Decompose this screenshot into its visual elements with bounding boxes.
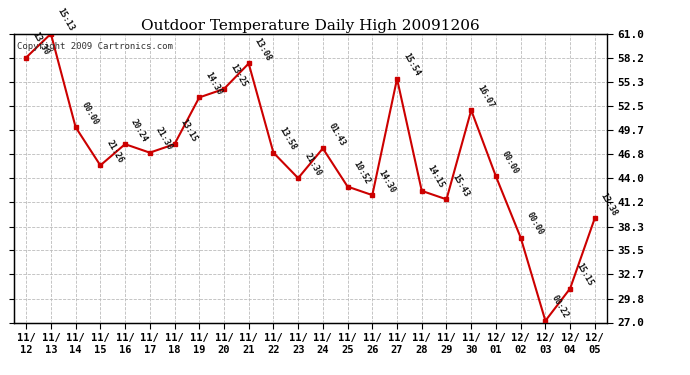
Text: Copyright 2009 Cartronics.com: Copyright 2009 Cartronics.com [17,42,172,51]
Text: 21:30: 21:30 [302,151,323,177]
Text: 15:15: 15:15 [574,262,595,288]
Text: 14:15: 14:15 [426,164,446,190]
Text: 21:26: 21:26 [104,138,125,165]
Text: 16:07: 16:07 [475,83,495,110]
Text: 00:00: 00:00 [500,150,520,176]
Text: 13:15: 13:15 [179,117,199,143]
Text: 21:30: 21:30 [154,126,175,152]
Text: 14:30: 14:30 [377,168,397,194]
Text: 14:30: 14:30 [204,70,224,97]
Text: 20:24: 20:24 [129,117,150,143]
Text: 00:00: 00:00 [525,211,545,237]
Text: 00:22: 00:22 [549,294,570,320]
Text: 13:25: 13:25 [228,62,248,88]
Text: 10:52: 10:52 [352,160,372,186]
Text: 13:30: 13:30 [30,31,50,57]
Text: 15:43: 15:43 [451,172,471,199]
Text: 15:13: 15:13 [55,7,75,33]
Text: 13:38: 13:38 [599,191,620,217]
Text: 15:54: 15:54 [401,52,422,78]
Title: Outdoor Temperature Daily High 20091206: Outdoor Temperature Daily High 20091206 [141,19,480,33]
Text: 13:08: 13:08 [253,36,273,63]
Text: 00:00: 00:00 [80,100,100,126]
Text: 13:58: 13:58 [277,126,298,152]
Text: 01:43: 01:43 [327,122,347,148]
